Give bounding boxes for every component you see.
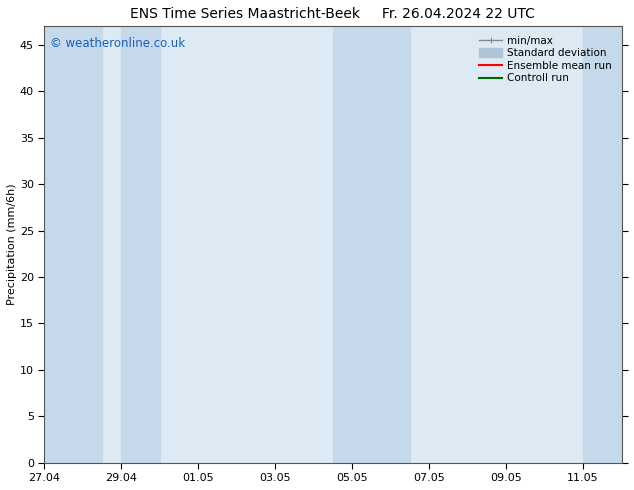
Bar (44, 26, 102, 463)
Legend: min/max, Standard deviation, Ensemble mean run, Controll run: min/max, Standard deviation, Ensemble me… (475, 31, 616, 88)
Y-axis label: Precipitation (mm/6h): Precipitation (mm/6h) (7, 184, 17, 305)
Bar (333, 26, 410, 463)
Title: ENS Time Series Maastricht-Beek     Fr. 26.04.2024 22 UTC: ENS Time Series Maastricht-Beek Fr. 26.0… (131, 7, 535, 21)
Bar (583, 26, 621, 463)
Text: © weatheronline.co.uk: © weatheronline.co.uk (50, 37, 185, 50)
Bar (121, 26, 160, 463)
